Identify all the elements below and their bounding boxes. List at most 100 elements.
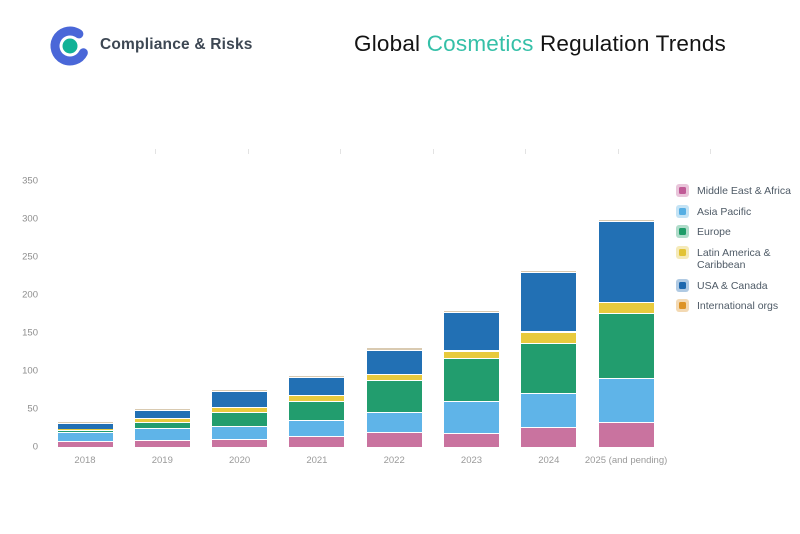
bar-segment	[521, 270, 577, 273]
bar-segment	[366, 350, 422, 375]
bar-segment	[521, 428, 577, 447]
legend-swatch-icon	[676, 245, 689, 259]
top-axis-tick	[617, 149, 619, 154]
bar-segment	[212, 439, 268, 447]
top-axis-tick	[247, 149, 249, 154]
legend-item: Europe	[676, 225, 796, 239]
bar-segment	[598, 378, 654, 422]
top-axis-tick	[525, 149, 526, 154]
bar-2024	[521, 150, 577, 447]
bar-segment	[598, 314, 654, 378]
bar-segment	[212, 389, 268, 391]
bar-segment	[521, 332, 577, 343]
legend-item: USA & Canada	[676, 278, 796, 293]
bar-segment	[598, 422, 654, 447]
bar-segment	[598, 222, 654, 302]
y-axis-tick-label: 200	[22, 289, 38, 301]
bar-segment	[289, 378, 345, 395]
bar-2018	[57, 150, 113, 447]
bar-segment	[212, 407, 268, 413]
bar-segment	[134, 419, 190, 422]
legend-label: International orgs	[697, 300, 779, 312]
top-axis-tick	[710, 149, 711, 154]
y-axis-tick-label: 300	[22, 213, 38, 225]
bar-segment	[444, 359, 499, 401]
bar-2025	[598, 150, 654, 447]
x-axis-label: 2024	[538, 455, 560, 466]
header: Compliance & Risks Global Cosmetics Regu…	[0, 0, 800, 90]
legend-swatch-icon	[676, 225, 689, 238]
bar-segment	[598, 220, 654, 222]
bar-segment	[598, 302, 654, 314]
bar-segment	[212, 391, 268, 407]
bar-2020	[212, 150, 268, 447]
legend-swatch-icon	[676, 278, 689, 292]
y-axis-tick-label: 100	[22, 365, 38, 377]
legend-swatch-icon	[676, 299, 689, 312]
bar-segment	[521, 343, 577, 394]
bar-segment	[289, 376, 345, 378]
bar-segment	[289, 437, 345, 447]
logo-text: Compliance & Risks	[100, 36, 253, 53]
bar-segment	[57, 430, 113, 432]
bar-2023	[444, 150, 499, 447]
legend-item: Latin America & Caribbean	[676, 245, 796, 272]
x-axis-label: 2023	[460, 455, 483, 466]
x-axis-label: 2021	[306, 455, 328, 466]
bar-segment	[366, 432, 422, 447]
legend-label: Europe	[697, 226, 731, 238]
bar-segment	[212, 426, 268, 439]
bar-segment	[57, 441, 113, 447]
title-pre: Global	[354, 31, 427, 56]
top-axis-tick	[432, 149, 434, 154]
bar-segment	[366, 348, 422, 350]
y-axis-tick-label: 250	[22, 251, 38, 263]
bar-segment	[366, 381, 422, 413]
y-axis-tick-label: 350	[22, 175, 38, 187]
legend-label: Latin America & Caribbean	[697, 246, 771, 272]
legend-label: USA & Canada	[697, 279, 768, 292]
legend-item: Asia Pacific	[676, 204, 796, 219]
legend-item: International orgs	[676, 299, 796, 313]
legend-swatch-icon	[676, 184, 689, 197]
title-post: Regulation Trends	[533, 31, 726, 56]
legend-label: Asia Pacific	[697, 205, 752, 218]
bar-segment	[521, 394, 577, 428]
bar-segment	[57, 421, 113, 423]
bar-segment	[57, 432, 113, 441]
bar-segment	[57, 428, 113, 430]
x-axis-label: 2019	[151, 455, 173, 466]
bar-segment	[134, 422, 190, 428]
bar-segment	[366, 413, 422, 432]
x-axis-label: 2020	[229, 455, 251, 466]
bar-segment	[134, 408, 190, 410]
bar-segment	[289, 421, 345, 437]
bar-segment	[134, 441, 190, 447]
bar-segment	[444, 311, 499, 313]
chart-legend: Middle East & Africa Asia Pacific Europe La…	[676, 184, 796, 320]
top-axis-tick	[155, 149, 156, 154]
bar-segment	[444, 401, 499, 433]
x-axis-label: 2022	[383, 455, 405, 466]
page-title: Global Cosmetics Regulation Trends	[320, 31, 760, 57]
bar-segment	[57, 423, 113, 429]
bar-2021	[289, 150, 345, 447]
bar-segment	[134, 429, 190, 441]
title-highlight: Cosmetics	[426, 31, 534, 56]
bar-segment	[444, 433, 499, 447]
bar-2019	[134, 150, 190, 447]
y-axis-tick-label: 150	[22, 327, 38, 339]
bar-segment	[444, 351, 499, 359]
bar-segment	[521, 273, 577, 332]
bar-segment	[212, 413, 268, 426]
legend-swatch-icon	[676, 204, 689, 218]
y-axis-tick-label: 0	[32, 441, 38, 453]
bar-segment	[289, 402, 345, 421]
compliance-risks-logo-icon	[50, 26, 90, 66]
bar-2022	[366, 150, 422, 447]
bar-segment	[134, 410, 190, 419]
bar-segment	[366, 375, 422, 381]
bar-segment	[289, 395, 345, 402]
legend-item: Middle East & Africa	[676, 184, 796, 198]
